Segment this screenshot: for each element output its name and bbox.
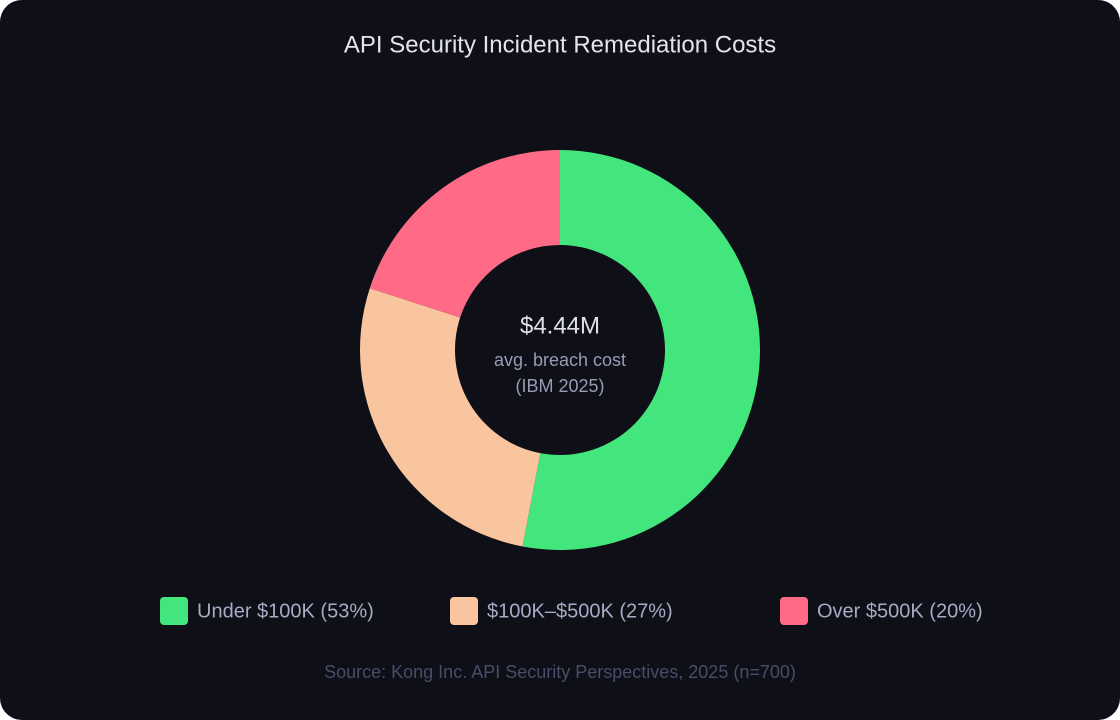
center-caption: (IBM 2025) <box>515 376 604 396</box>
donut-slice <box>360 288 541 547</box>
legend-swatch <box>450 597 478 625</box>
donut-slice <box>369 150 560 318</box>
legend-label: Under $100K (53%) <box>197 600 374 622</box>
donut-slice <box>522 150 761 550</box>
legend-swatch <box>160 597 188 625</box>
center-caption: avg. breach cost <box>494 350 626 370</box>
center-value: $4.44M <box>520 312 600 339</box>
chart-title: API Security Incident Remediation Costs <box>344 31 776 58</box>
legend-label: Over $500K (20%) <box>817 600 983 622</box>
legend-swatch <box>780 597 808 625</box>
legend-label: $100K–$500K (27%) <box>487 600 673 622</box>
source-note: Source: Kong Inc. API Security Perspecti… <box>324 662 796 682</box>
